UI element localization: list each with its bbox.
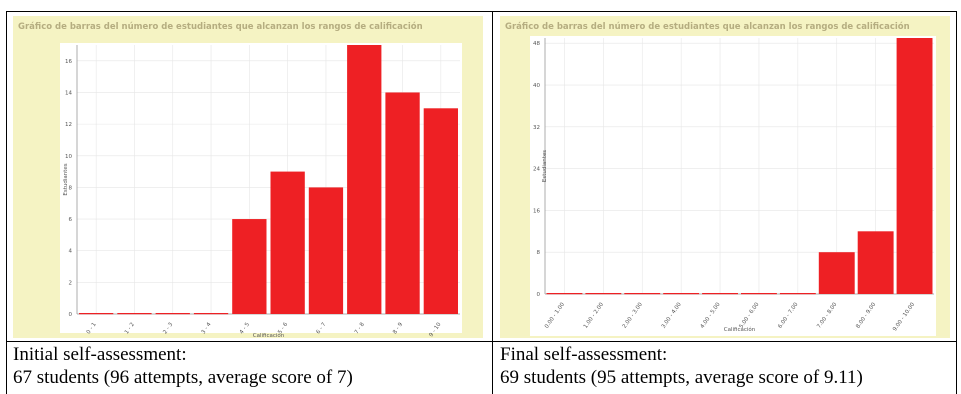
- table-border-right: [956, 11, 957, 394]
- y-tick-label: 4: [69, 249, 73, 255]
- caption-final-title: Final self-assessment:: [500, 344, 668, 365]
- x-tick-label: 6.00 - 7.00: [777, 301, 799, 329]
- bar: [779, 293, 816, 295]
- y-tick-label: 24: [533, 167, 540, 173]
- y-tick-label: 16: [65, 59, 72, 65]
- bar: [308, 187, 344, 314]
- bar: [585, 293, 622, 295]
- y-tick-label: 48: [533, 41, 540, 47]
- caption-initial-title: Initial self-assessment:: [13, 344, 187, 365]
- bar: [155, 313, 190, 315]
- bar: [79, 313, 114, 315]
- bar: [270, 171, 305, 314]
- bar: [702, 293, 738, 295]
- y-tick-label: 8: [69, 185, 73, 191]
- x-axis-label: Calificación: [253, 332, 285, 339]
- x-tick-label: 1.00 - 2.00: [583, 301, 605, 329]
- y-tick-label: 16: [533, 208, 540, 214]
- y-tick-label: 32: [533, 125, 540, 131]
- chart-title-initial: Gráfico de barras del número de estudian…: [18, 22, 423, 32]
- chart-title-final: Gráfico de barras del número de estudian…: [505, 22, 910, 32]
- bar: [663, 293, 700, 295]
- x-tick-label: 8.00 - 9.00: [855, 301, 877, 329]
- bar: [857, 231, 894, 294]
- y-tick-label: 0: [69, 312, 73, 318]
- bar: [117, 313, 152, 315]
- y-tick-label: 12: [65, 122, 72, 128]
- y-tick-label: 10: [65, 154, 72, 160]
- y-tick-label: 2: [69, 280, 73, 286]
- bar: [546, 293, 583, 295]
- x-tick-label: 9.00 - 10.00: [892, 301, 916, 332]
- x-tick-label: 4.00 - 5.00: [700, 301, 722, 329]
- bar: [423, 108, 458, 314]
- caption-initial-details: 67 students (96 attempts, average score …: [13, 367, 353, 388]
- y-tick-label: 0: [537, 292, 541, 298]
- y-axis-label: Estudiantes: [63, 163, 69, 195]
- caption-final-details: 69 students (95 attempts, average score …: [500, 367, 863, 388]
- bar: [624, 293, 661, 295]
- x-tick-label: 7.00 - 8.00: [816, 301, 838, 329]
- y-tick-label: 14: [65, 90, 72, 96]
- table-border-middle: [492, 11, 493, 394]
- x-axis-label: Calificación: [724, 326, 756, 333]
- bar: [741, 293, 777, 295]
- bar: [385, 92, 420, 315]
- x-tick-label: 5.00 - 6.00: [738, 301, 760, 329]
- bar: [347, 45, 382, 314]
- x-tick-label: 2.00 - 3.00: [622, 301, 644, 329]
- table-border-top: [6, 11, 957, 12]
- bar: [232, 219, 267, 314]
- x-tick-label: 3.00 - 4.00: [661, 301, 683, 329]
- bar: [193, 313, 229, 315]
- y-tick-label: 8: [537, 250, 541, 256]
- y-tick-label: 40: [533, 83, 540, 89]
- y-tick-label: 6: [69, 217, 73, 223]
- table-border-left: [6, 11, 7, 394]
- bar: [896, 38, 933, 294]
- table-border-row: [6, 341, 957, 342]
- y-axis-label: Estudiantes: [542, 150, 548, 182]
- x-tick-label: 0.00 - 1.00: [544, 301, 566, 329]
- bar: [818, 252, 855, 294]
